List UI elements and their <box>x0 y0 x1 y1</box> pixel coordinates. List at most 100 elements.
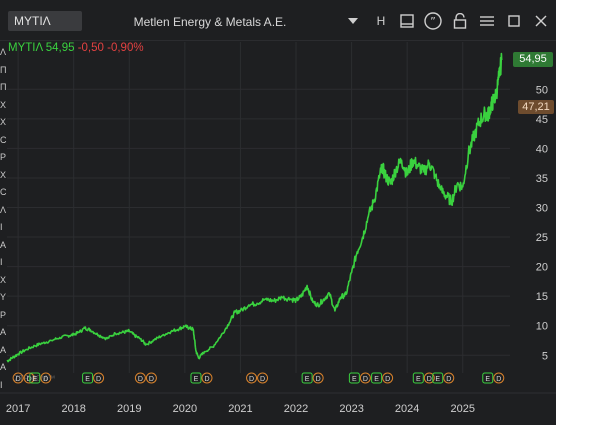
earnings-marker[interactable] <box>348 372 360 384</box>
y-tick-label: 40 <box>536 143 548 155</box>
y-tick-label: 10 <box>536 321 548 333</box>
left-strip-char: Α <box>0 344 7 355</box>
x-tick-label: 2020 <box>173 403 197 415</box>
x-tick-label: 2018 <box>61 403 85 415</box>
left-strip-char: Χ <box>0 169 7 180</box>
x-tick-label: 2022 <box>284 403 308 415</box>
quote-line: ΜΥΤΙΛ 54,95 -0,50 -0,90% <box>8 42 144 54</box>
y-tick-label: 20 <box>536 262 548 274</box>
earnings-marker[interactable] <box>29 372 41 384</box>
quote-icon[interactable]: ” <box>422 12 444 30</box>
left-strip-char: Λ <box>0 47 7 57</box>
left-strip-char: Ρ <box>0 152 7 162</box>
dividend-marker-label: D <box>249 376 254 383</box>
left-strip-char: Α <box>0 327 7 337</box>
dividend-marker[interactable] <box>12 372 24 384</box>
left-strip-char: Λ <box>0 204 7 215</box>
left-strip-char: Ι <box>0 257 3 267</box>
left-strip-char: C <box>0 187 7 197</box>
earnings-marker[interactable] <box>190 372 202 384</box>
dividend-marker[interactable] <box>359 372 371 384</box>
change-value: -0,50 <box>77 42 104 54</box>
y-tick-label: 15 <box>536 291 548 303</box>
earnings-marker-label: E <box>374 376 379 383</box>
earnings-marker[interactable] <box>82 372 94 384</box>
left-strip-char: Π <box>0 82 7 92</box>
y-tick-label: 25 <box>536 232 548 244</box>
company-title: Metlen Energy & Metals A.E. <box>133 15 287 29</box>
x-tick-label: 2024 <box>395 403 419 415</box>
earnings-marker[interactable] <box>412 372 424 384</box>
change-percent: -0,90% <box>107 42 144 54</box>
left-strip-char: Ρ <box>0 309 7 320</box>
dividend-marker[interactable] <box>423 372 435 384</box>
menu-icon[interactable] <box>478 12 496 30</box>
dividend-marker-label: D <box>204 376 209 383</box>
dividend-marker[interactable] <box>145 372 157 384</box>
dividend-marker[interactable] <box>443 372 455 384</box>
left-strip-char: Α <box>0 239 7 250</box>
earnings-marker[interactable] <box>432 372 444 384</box>
dividend-marker[interactable] <box>246 372 258 384</box>
dividend-marker-label: D <box>385 376 390 383</box>
earnings-marker-label: E <box>485 376 490 383</box>
h-button[interactable]: H <box>376 14 386 28</box>
left-strip-char: Χ <box>0 274 7 285</box>
left-strip-char: Υ <box>0 292 7 302</box>
dividend-marker-label: D <box>27 376 32 383</box>
dividend-marker[interactable] <box>93 372 105 384</box>
dividend-marker[interactable] <box>201 372 213 384</box>
dividend-marker[interactable] <box>312 372 324 384</box>
earnings-marker-label: E <box>194 376 199 383</box>
left-strip-char: Α <box>0 362 7 372</box>
price-series-line <box>6 52 503 363</box>
dividend-marker-label: D <box>316 376 321 383</box>
dividend-marker-label: D <box>96 376 101 383</box>
title-bar: ΜΥΤΙΛ Metlen Energy & Metals A.E. H ” <box>0 0 556 41</box>
x-tick-label: 2017 <box>6 403 30 415</box>
y-tick-label: 50 <box>536 84 548 96</box>
watermark: ZTR 00M™ <box>14 374 55 383</box>
symbol-price: ΜΥΤΙΛ 54,95 <box>8 42 75 54</box>
left-strip-char: Ι <box>0 379 3 390</box>
symbol-input[interactable]: ΜΥΤΙΛ <box>8 11 82 31</box>
x-tick-label: 2023 <box>339 403 363 415</box>
left-strip-char: Χ <box>0 99 7 110</box>
earnings-marker-label: E <box>352 376 357 383</box>
earnings-marker[interactable] <box>301 372 313 384</box>
dividend-marker[interactable] <box>134 372 146 384</box>
dividend-marker-label: D <box>138 376 143 383</box>
left-strip-char: Χ <box>0 117 7 127</box>
x-tick-label: 2019 <box>117 403 141 415</box>
y-tick-label: 45 <box>536 114 548 126</box>
earnings-marker[interactable] <box>371 372 383 384</box>
left-strip-char: Ι <box>0 222 3 232</box>
earnings-marker-label: E <box>305 376 310 383</box>
dividend-marker-label: D <box>260 376 265 383</box>
y-tick-label: 30 <box>536 203 548 215</box>
dividend-marker[interactable] <box>493 372 505 384</box>
dividend-marker[interactable] <box>23 372 35 384</box>
left-strip-char: Π <box>0 64 7 75</box>
dividend-marker-label: D <box>496 376 501 383</box>
panel-icon[interactable] <box>398 12 416 30</box>
dividend-marker-label: D <box>427 376 432 383</box>
x-tick-label: 2025 <box>451 403 475 415</box>
dividend-marker-label: D <box>43 376 48 383</box>
lock-icon[interactable] <box>451 12 469 30</box>
dividend-marker[interactable] <box>382 372 394 384</box>
left-strip-char: C <box>0 134 7 145</box>
svg-text:”: ” <box>430 15 436 28</box>
dividend-marker[interactable] <box>40 372 52 384</box>
maximize-icon[interactable] <box>505 12 523 30</box>
earnings-marker[interactable] <box>482 372 494 384</box>
earnings-marker-label: E <box>416 376 421 383</box>
caret-down-icon[interactable] <box>344 12 362 30</box>
dividend-marker-label: D <box>363 376 368 383</box>
dividend-marker[interactable] <box>257 372 269 384</box>
close-icon[interactable] <box>532 12 550 30</box>
dividend-marker-label: D <box>149 376 154 383</box>
